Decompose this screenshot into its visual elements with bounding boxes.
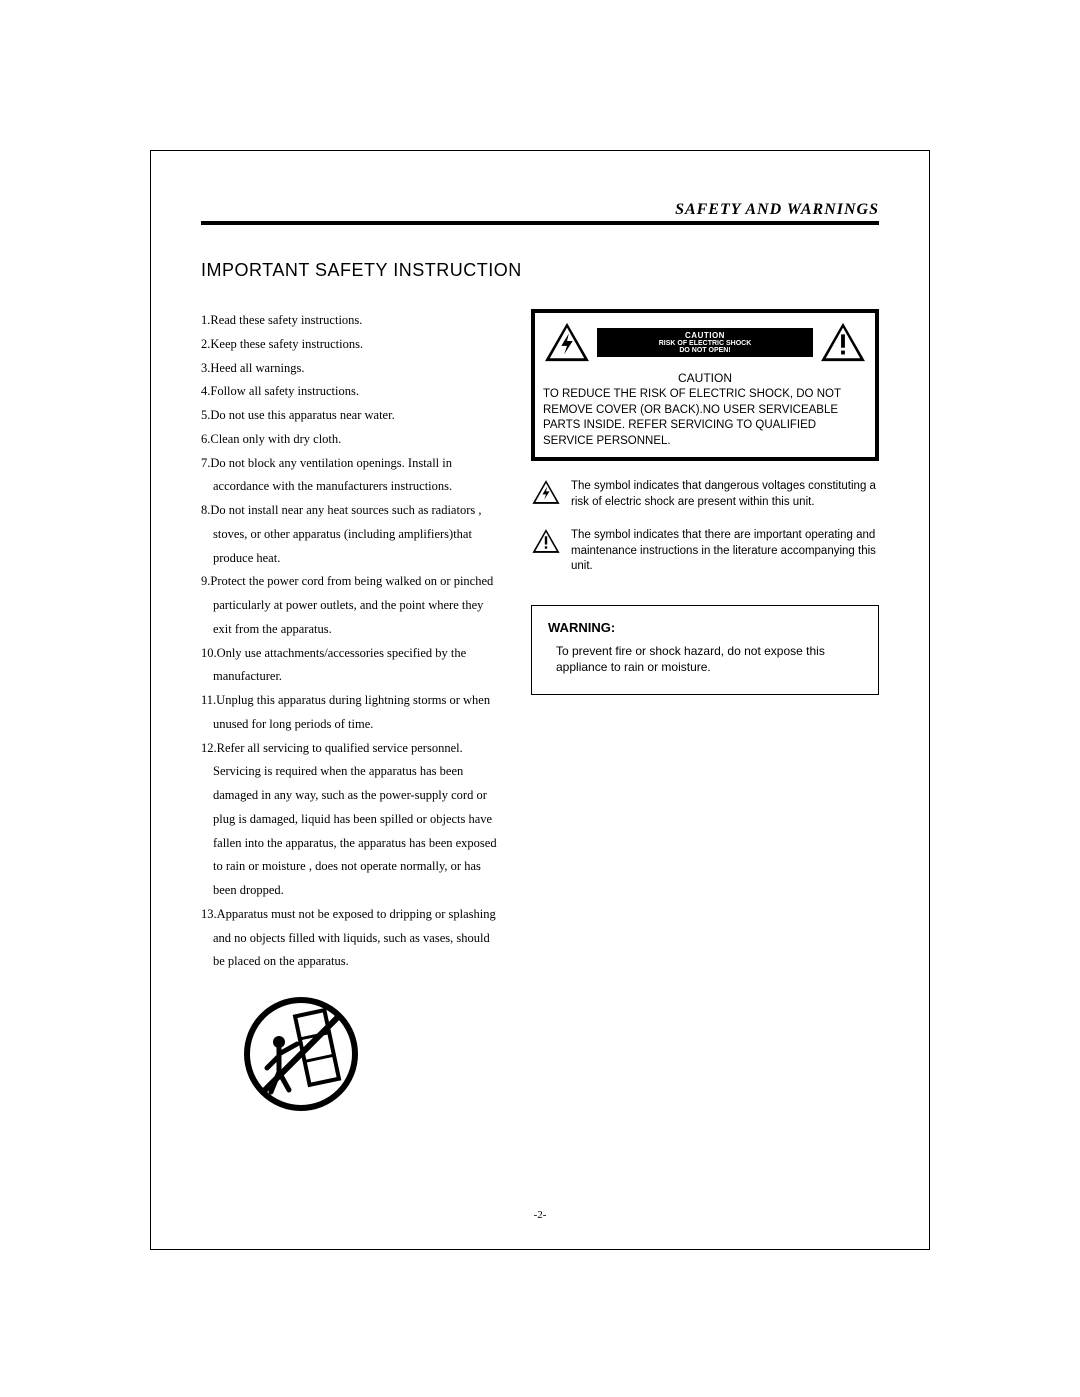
- instruction-item: 6.Clean only with dry cloth.: [201, 428, 501, 452]
- header-title: SAFETY AND WARNINGS: [675, 201, 879, 218]
- lightning-triangle-icon: [543, 321, 591, 363]
- caution-box: CAUTION RISK OF ELECTRIC SHOCK DO NOT OP…: [531, 309, 879, 461]
- exclamation-triangle-icon: [531, 528, 561, 554]
- page-frame: SAFETY AND WARNINGS IMPORTANT SAFETY INS…: [150, 150, 930, 1250]
- exclamation-triangle-icon: [819, 321, 867, 363]
- instruction-item: 10.Only use attachments/accessories spec…: [201, 642, 501, 690]
- instruction-item: 8.Do not install near any heat sources s…: [201, 499, 501, 570]
- instruction-item: 9.Protect the power cord from being walk…: [201, 570, 501, 641]
- caution-label-line3: DO NOT OPEN!: [601, 347, 809, 354]
- content-columns: 1.Read these safety instructions. 2.Keep…: [201, 309, 879, 1123]
- instruction-item: 5.Do not use this apparatus near water.: [201, 404, 501, 428]
- warning-body-text: To prevent fire or shock hazard, do not …: [548, 643, 862, 677]
- caution-top-row: CAUTION RISK OF ELECTRIC SHOCK DO NOT OP…: [543, 321, 867, 363]
- instruction-item: 4.Follow all safety instructions.: [201, 380, 501, 404]
- caution-label-line2: RISK OF ELECTRIC SHOCK: [601, 340, 809, 347]
- caution-label-line1: CAUTION: [601, 331, 809, 340]
- instruction-item: 7.Do not block any ventilation openings.…: [201, 452, 501, 500]
- instruction-item: 3.Heed all warnings.: [201, 357, 501, 381]
- page-number: -2-: [151, 1209, 929, 1221]
- caution-label-box: CAUTION RISK OF ELECTRIC SHOCK DO NOT OP…: [597, 328, 813, 357]
- section-title: IMPORTANT SAFETY INSTRUCTION: [201, 260, 879, 281]
- instructions-column: 1.Read these safety instructions. 2.Keep…: [201, 309, 501, 1123]
- symbol-exclaim-text: The symbol indicates that there are impo…: [571, 528, 879, 575]
- symbol-bolt-text: The symbol indicates that dangerous volt…: [571, 479, 879, 510]
- lightning-triangle-icon: [531, 479, 561, 505]
- warning-box: WARNING: To prevent fire or shock hazard…: [531, 605, 879, 696]
- header-bar: SAFETY AND WARNINGS: [201, 201, 879, 225]
- no-tipping-icon: [241, 994, 361, 1114]
- instruction-item: 13.Apparatus must not be exposed to drip…: [201, 903, 501, 974]
- symbol-note-bolt: The symbol indicates that dangerous volt…: [531, 479, 879, 510]
- caution-body-text: TO REDUCE THE RISK OF ELECTRIC SHOCK, DO…: [543, 387, 867, 449]
- instruction-item: 2.Keep these safety instructions.: [201, 333, 501, 357]
- warning-title: WARNING:: [548, 620, 862, 635]
- symbol-note-exclaim: The symbol indicates that there are impo…: [531, 528, 879, 575]
- caution-column: CAUTION RISK OF ELECTRIC SHOCK DO NOT OP…: [531, 309, 879, 1123]
- instruction-item: 12.Refer all servicing to qualified serv…: [201, 737, 501, 903]
- instruction-item: 1.Read these safety instructions.: [201, 309, 501, 333]
- caution-heading: CAUTION: [543, 371, 867, 385]
- instruction-item: 11.Unplug this apparatus during lightnin…: [201, 689, 501, 737]
